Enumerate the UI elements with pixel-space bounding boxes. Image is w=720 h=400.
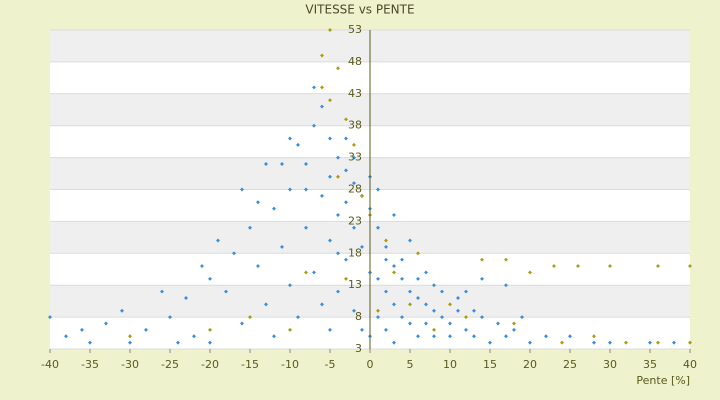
point bbox=[408, 321, 412, 326]
point bbox=[208, 276, 212, 281]
point bbox=[184, 295, 188, 300]
y-tick-label: 33 bbox=[348, 151, 362, 164]
y-tick-label: 53 bbox=[348, 23, 362, 36]
point bbox=[328, 174, 332, 179]
point bbox=[344, 117, 348, 122]
point bbox=[504, 283, 508, 288]
x-tick-label: 5 bbox=[407, 358, 414, 371]
x-tick-label: 0 bbox=[367, 358, 374, 371]
point bbox=[168, 315, 172, 320]
x-tick-label: -10 bbox=[281, 358, 299, 371]
point bbox=[248, 315, 252, 320]
x-axis-label: Pente [%] bbox=[636, 374, 690, 387]
point bbox=[144, 327, 148, 332]
point bbox=[424, 321, 428, 326]
y-tick-label: 18 bbox=[348, 246, 362, 259]
x-tick-label: -30 bbox=[121, 358, 139, 371]
point bbox=[216, 238, 220, 243]
point bbox=[288, 136, 292, 141]
point bbox=[312, 85, 316, 90]
x-tick-label: 40 bbox=[683, 358, 697, 371]
point bbox=[448, 321, 452, 326]
point bbox=[248, 225, 252, 230]
point bbox=[352, 155, 356, 160]
point bbox=[232, 251, 236, 256]
x-tick-label: -15 bbox=[241, 358, 259, 371]
point bbox=[200, 264, 204, 269]
point bbox=[288, 283, 292, 288]
point bbox=[336, 213, 340, 217]
x-tick-label: 30 bbox=[603, 358, 617, 371]
x-tick-label: 20 bbox=[523, 358, 537, 371]
x-tick-label: -25 bbox=[161, 358, 179, 371]
point bbox=[336, 174, 340, 179]
point bbox=[224, 289, 228, 294]
point bbox=[360, 193, 364, 198]
point bbox=[320, 193, 324, 198]
x-tick-label: 15 bbox=[483, 358, 497, 371]
y-tick-label: 43 bbox=[348, 87, 362, 100]
point bbox=[392, 213, 396, 217]
point bbox=[432, 283, 436, 288]
y-tick-label: 38 bbox=[348, 119, 362, 132]
y-tick-label: 13 bbox=[348, 278, 362, 291]
point bbox=[128, 334, 132, 339]
point bbox=[328, 136, 332, 141]
point bbox=[416, 251, 420, 256]
x-tick-label: 25 bbox=[563, 358, 577, 371]
point bbox=[160, 289, 164, 294]
point bbox=[496, 321, 500, 326]
x-tick-label: -5 bbox=[325, 358, 336, 371]
point bbox=[240, 321, 244, 326]
point bbox=[336, 251, 340, 256]
point bbox=[336, 66, 340, 71]
x-tick-label: -20 bbox=[201, 358, 219, 371]
x-tick-label: 35 bbox=[643, 358, 657, 371]
point bbox=[320, 85, 324, 90]
y-tick-label: 8 bbox=[355, 310, 362, 323]
point bbox=[208, 340, 212, 345]
chart-title: VITESSE vs PENTE bbox=[305, 3, 414, 17]
point bbox=[344, 136, 348, 141]
point bbox=[104, 321, 108, 326]
y-tick-label: 23 bbox=[348, 214, 362, 227]
point bbox=[512, 321, 516, 326]
point bbox=[192, 334, 196, 339]
y-tick-label: 28 bbox=[348, 183, 362, 196]
point bbox=[128, 340, 132, 345]
x-tick-label: 10 bbox=[443, 358, 457, 371]
x-tick-label: -35 bbox=[81, 358, 99, 371]
point bbox=[208, 327, 212, 332]
point bbox=[240, 187, 244, 192]
point bbox=[176, 340, 180, 345]
point bbox=[328, 98, 332, 103]
y-tick-label: 48 bbox=[348, 55, 362, 68]
point bbox=[336, 155, 340, 160]
x-tick-label: -40 bbox=[41, 358, 59, 371]
y-tick-label: 3 bbox=[355, 342, 362, 355]
